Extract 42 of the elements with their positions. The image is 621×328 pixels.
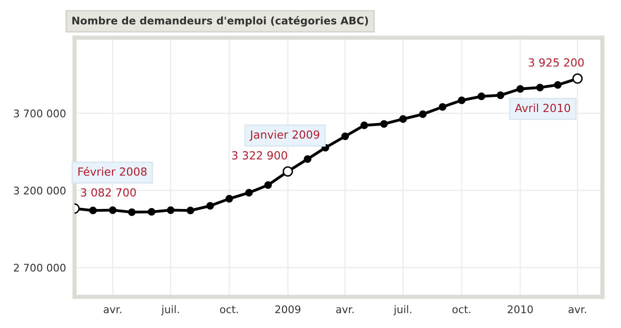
annotation: Février 2008 — [78, 166, 147, 176]
y-tick-label: 2 700 000 — [14, 264, 66, 272]
x-tick-label: avr. — [104, 307, 122, 314]
data-label: 3 322 900 — [232, 151, 288, 160]
x-tick-label: juil. — [161, 305, 179, 316]
point — [380, 120, 388, 128]
point — [264, 181, 272, 189]
point — [89, 206, 97, 214]
point — [304, 155, 312, 163]
annotation: Janvier 2009 — [249, 130, 320, 141]
x-tick-label: oct. — [452, 306, 470, 314]
point — [166, 206, 174, 214]
point — [186, 206, 194, 214]
annotation: Avril 2010 — [514, 104, 570, 112]
x-tick-label: 2010 — [508, 305, 533, 314]
point — [418, 110, 427, 118]
point — [225, 194, 234, 203]
point — [341, 132, 349, 140]
x-tick-label: 2009 — [275, 305, 300, 314]
x-tick-label: avr. — [336, 307, 354, 314]
data-label: 3 082 700 — [80, 188, 136, 197]
y-tick-label: 3 700 000 — [14, 110, 66, 118]
point — [554, 81, 562, 89]
x-tick-label: juil. — [394, 305, 412, 316]
point — [360, 122, 368, 130]
point — [458, 96, 466, 104]
point — [245, 188, 253, 197]
data-label: 3 925 200 — [528, 58, 584, 67]
y-tick-label: 3 200 000 — [14, 186, 66, 195]
point — [148, 208, 156, 216]
x-tick-label: avr. — [568, 307, 586, 314]
point — [478, 92, 486, 100]
point — [516, 85, 524, 93]
point — [206, 202, 214, 210]
point — [399, 115, 407, 123]
point — [536, 84, 544, 92]
chart-title: Nombre de demandeurs d'emploi (catégories ABC) — [72, 16, 368, 27]
point — [496, 91, 504, 100]
x-tick-label: oct. — [220, 306, 238, 314]
point — [108, 206, 117, 214]
point — [438, 103, 446, 111]
point — [128, 208, 136, 216]
